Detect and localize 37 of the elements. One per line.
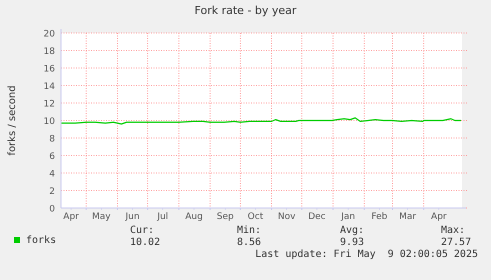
x-tick-label: Aug [185, 212, 203, 222]
y-tick-label: 2 [49, 187, 55, 197]
y-tick-label: 0 [49, 204, 56, 214]
text: Cur: [130, 225, 154, 236]
text: Last update: Fri May 9 02:00:05 2025 [255, 249, 478, 260]
text: Max: [441, 225, 466, 236]
y-tick-label: 12 [44, 100, 55, 110]
x-tick-label: Mar [399, 212, 416, 222]
chart-title: Fork rate - by year [194, 4, 297, 17]
x-tick-label: Apr [431, 212, 447, 222]
y-axis-title: forks / second [7, 85, 18, 156]
text: Min: [237, 225, 262, 236]
line-series [60, 117, 462, 125]
x-tick-label: Apr [63, 212, 80, 222]
text: 10.02 [130, 237, 160, 248]
x-tick-label: May [92, 212, 112, 222]
x-tick-label: Feb [371, 212, 388, 222]
x-tick-label: Jul [156, 212, 168, 222]
x-tick-label: Oct [248, 212, 264, 222]
x-tick-label: Dec [308, 212, 326, 222]
y-tick-label: 8 [49, 134, 56, 144]
text: 8.56 [237, 237, 262, 248]
y-tick-label: 6 [49, 152, 56, 162]
x-tick-label: Sep [216, 212, 234, 222]
y-tick-label: 18 [44, 47, 56, 57]
text: 27.57 [441, 237, 472, 248]
y-tick-label: 4 [49, 170, 56, 180]
y-tick-label: 10 [44, 117, 56, 127]
x-tick-label: Jan [340, 212, 356, 222]
y-tick-label: 14 [44, 82, 56, 92]
x-tick-label: Jun [124, 212, 140, 222]
text: Avg: [340, 225, 364, 236]
text: 9.93 [340, 237, 364, 248]
x-tick-label: Nov [278, 212, 296, 222]
legend-label: forks [26, 235, 56, 246]
y-tick-label: 16 [44, 64, 56, 74]
y-tick-label: 20 [44, 30, 56, 40]
